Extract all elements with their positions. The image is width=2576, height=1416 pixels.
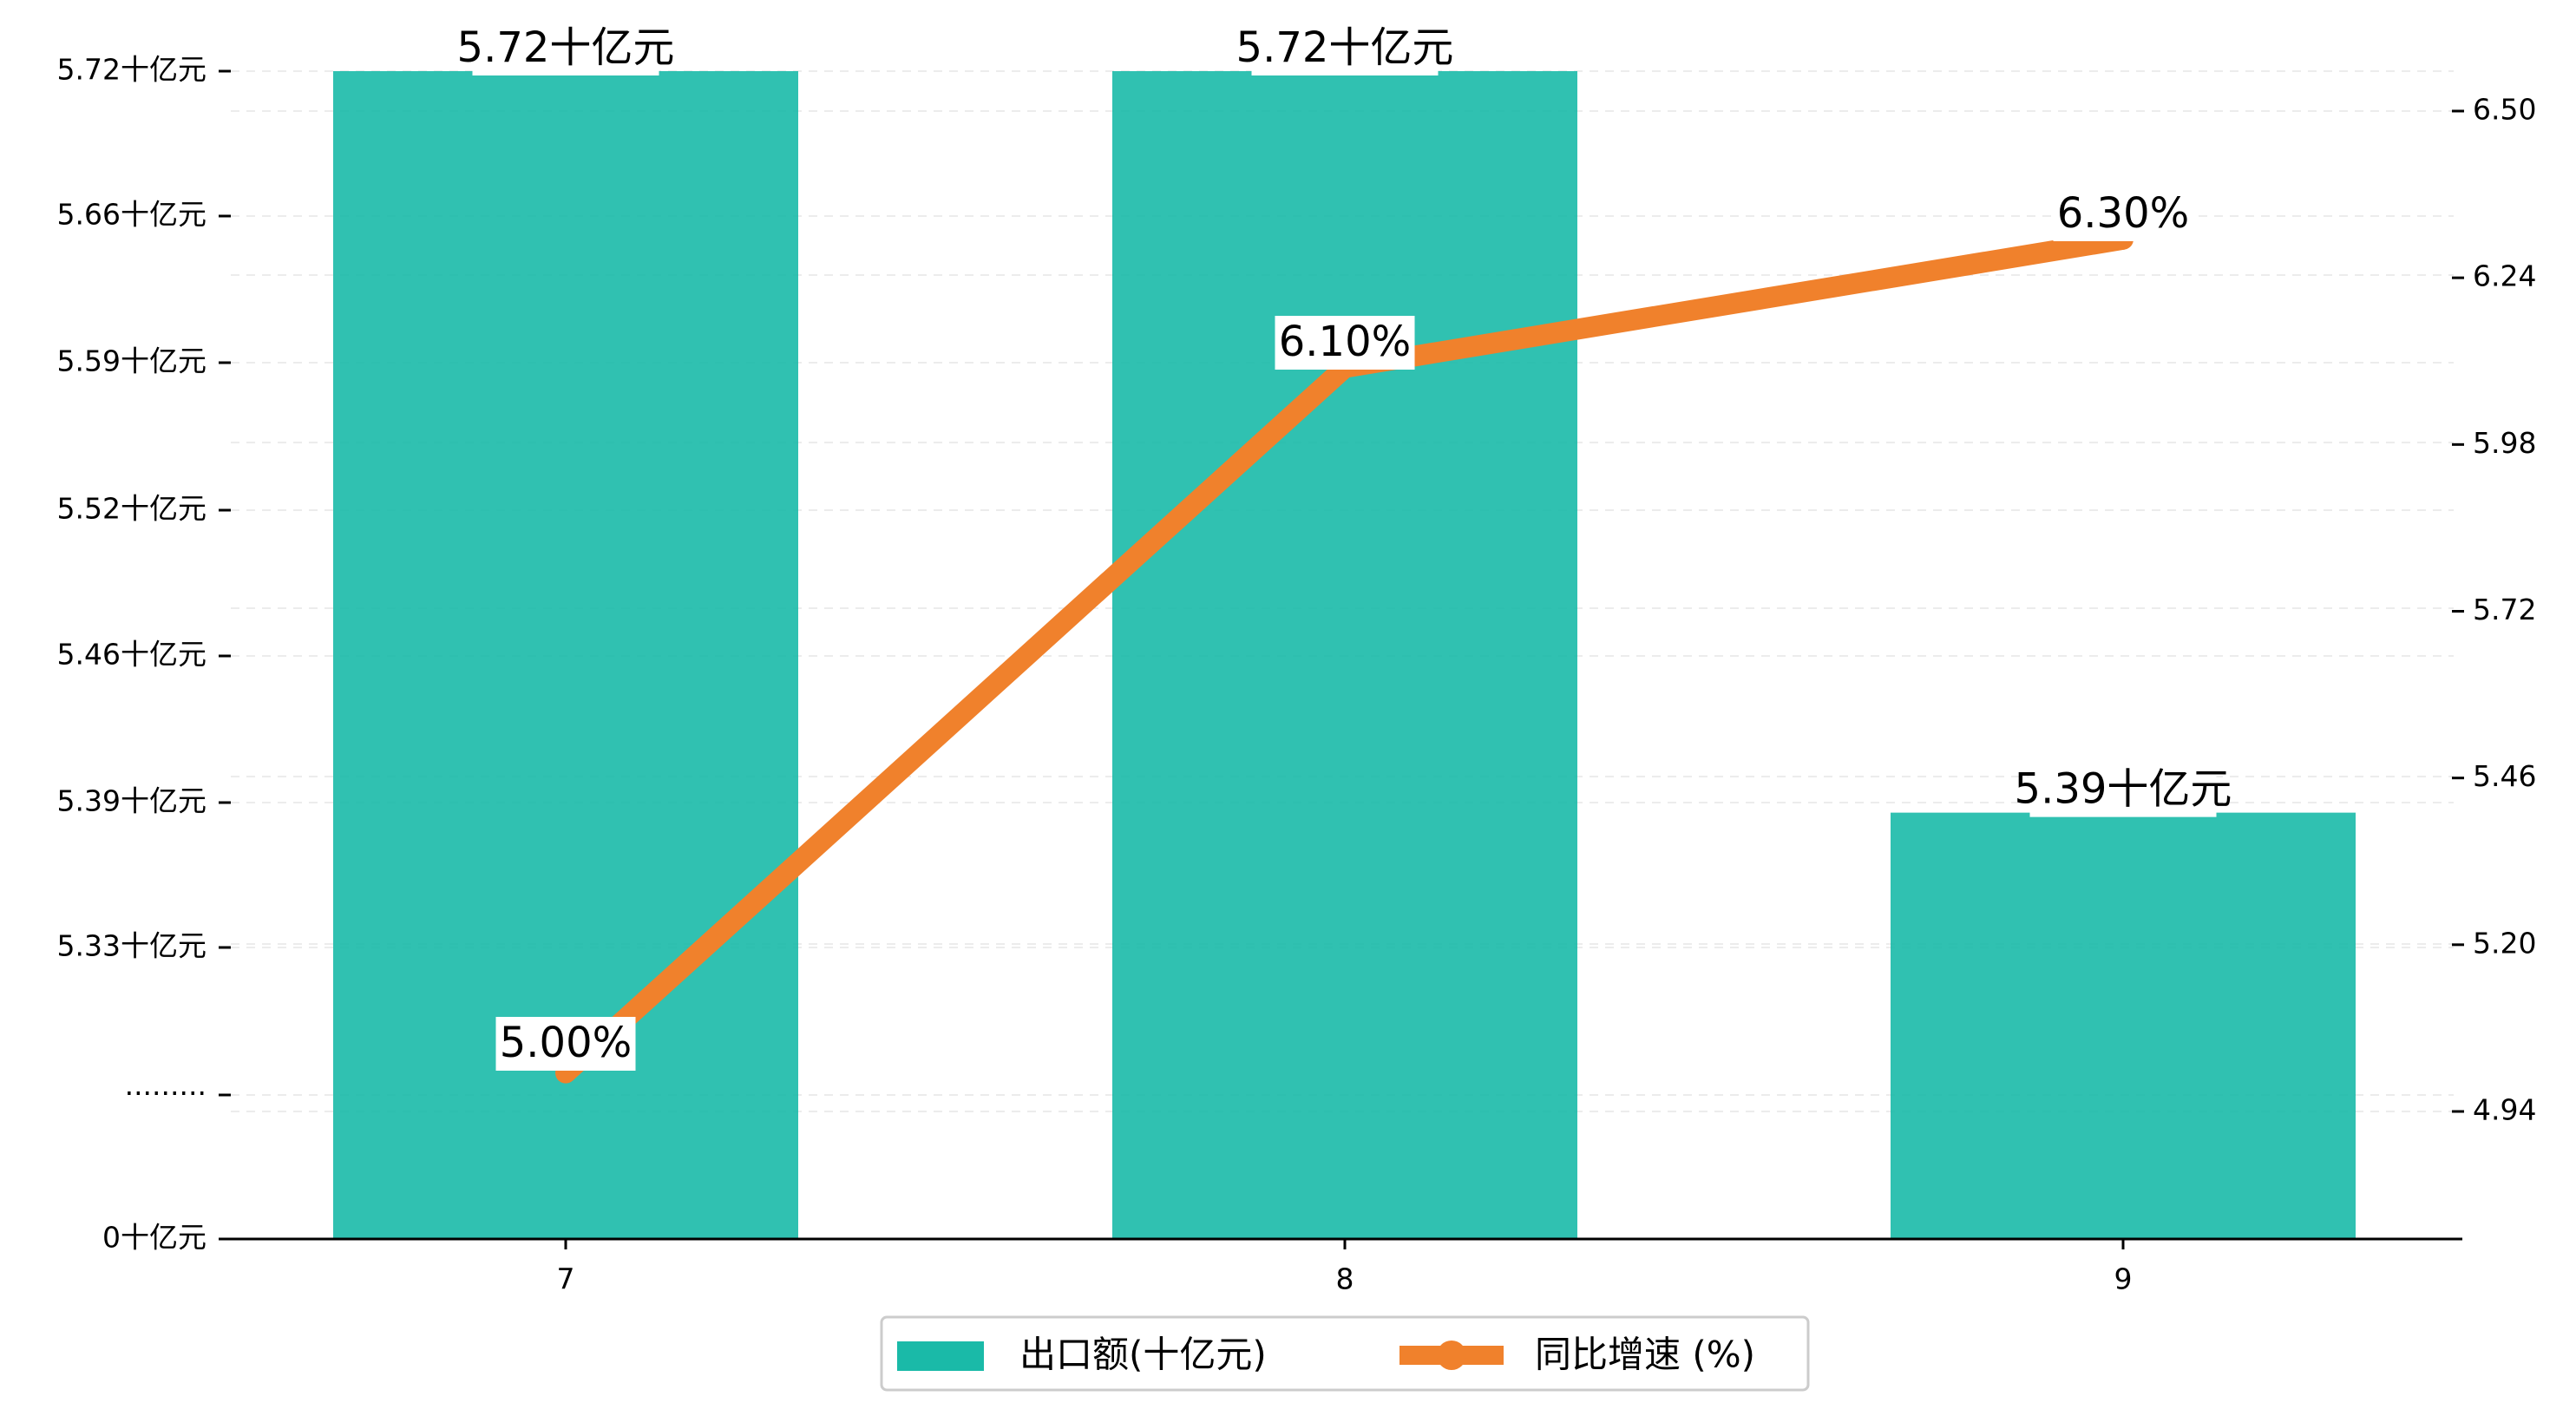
legend-swatch-marker (1437, 1341, 1466, 1370)
y-left-tick-label: 5.52十亿元 (57, 492, 206, 526)
bar-9[interactable] (1891, 812, 2356, 1239)
y-left-tick-label: 0十亿元 (102, 1221, 206, 1255)
y-right-tick-label: 5.72 (2473, 593, 2536, 626)
label-box (1275, 316, 1415, 370)
label-box (2029, 763, 2217, 817)
x-tick-label: 8 (1336, 1262, 1354, 1296)
data-labels: 5.72十亿元 5.72十亿元 5.39十亿元 5.00% 6.10% 6.30% (457, 22, 2232, 1071)
line-value-label-text: 6.30% (2057, 189, 2189, 238)
bar-value-label-text: 5.72十亿元 (457, 23, 675, 72)
legend-swatch-bar (897, 1341, 984, 1371)
line-value-label-text: 5.00% (500, 1019, 632, 1067)
y-left-tick-label: 5.46十亿元 (57, 638, 206, 672)
y-right-tick-label: 6.50 (2473, 93, 2536, 127)
line-value-label: 6.10% (1275, 316, 1415, 370)
line-value-label: 5.00% (495, 1017, 636, 1071)
line-value-label-text: 6.10% (1279, 318, 1411, 366)
bar-series (333, 71, 2356, 1239)
y-right-tick-label: 5.98 (2473, 426, 2536, 460)
legend-label-bar: 出口额(十亿元) (1019, 1334, 1267, 1376)
y-right-tick-label: 6.24 (2473, 259, 2536, 293)
label-box (472, 22, 659, 75)
axes: 0十亿元 ········· 5.33十亿元 5.39十亿元 5.46十亿元 5.52十亿… (57, 53, 2537, 1296)
bar-value-label: 5.72十亿元 (1236, 22, 1454, 75)
y-right-tick-label: 5.20 (2473, 926, 2536, 960)
legend[interactable]: 出口额(十亿元) 同比增速 (%) (880, 1315, 1810, 1392)
bar-value-label: 5.72十亿元 (457, 22, 675, 75)
bar-value-label-text: 5.72十亿元 (1236, 23, 1454, 72)
line-value-label: 6.30% (2053, 187, 2193, 241)
label-box (1251, 22, 1439, 75)
y-left-tick-label: 5.39十亿元 (57, 784, 206, 818)
legend-label-line: 同比增速 (%) (1535, 1334, 1755, 1376)
bar-value-label: 5.39十亿元 (2015, 763, 2232, 817)
y-left-tick-label: 5.72十亿元 (57, 53, 206, 87)
legend-box (880, 1315, 1810, 1392)
bar-value-label-text: 5.39十亿元 (2015, 765, 2232, 814)
y-left-tick-label: 5.33十亿元 (57, 929, 206, 963)
label-box (2053, 187, 2193, 241)
y-right-tick-label: 5.46 (2473, 759, 2536, 793)
label-box (495, 1017, 636, 1071)
y-left-tick-label: 5.66十亿元 (57, 198, 206, 232)
bar-8[interactable] (1112, 71, 1577, 1239)
y-left-tick-label: ········· (125, 1077, 206, 1111)
x-tick-label: 7 (557, 1262, 575, 1296)
x-tick-label: 9 (2114, 1262, 2133, 1296)
y-left-tick-label: 5.59十亿元 (57, 344, 206, 378)
y-right-tick-label: 4.94 (2473, 1093, 2536, 1127)
